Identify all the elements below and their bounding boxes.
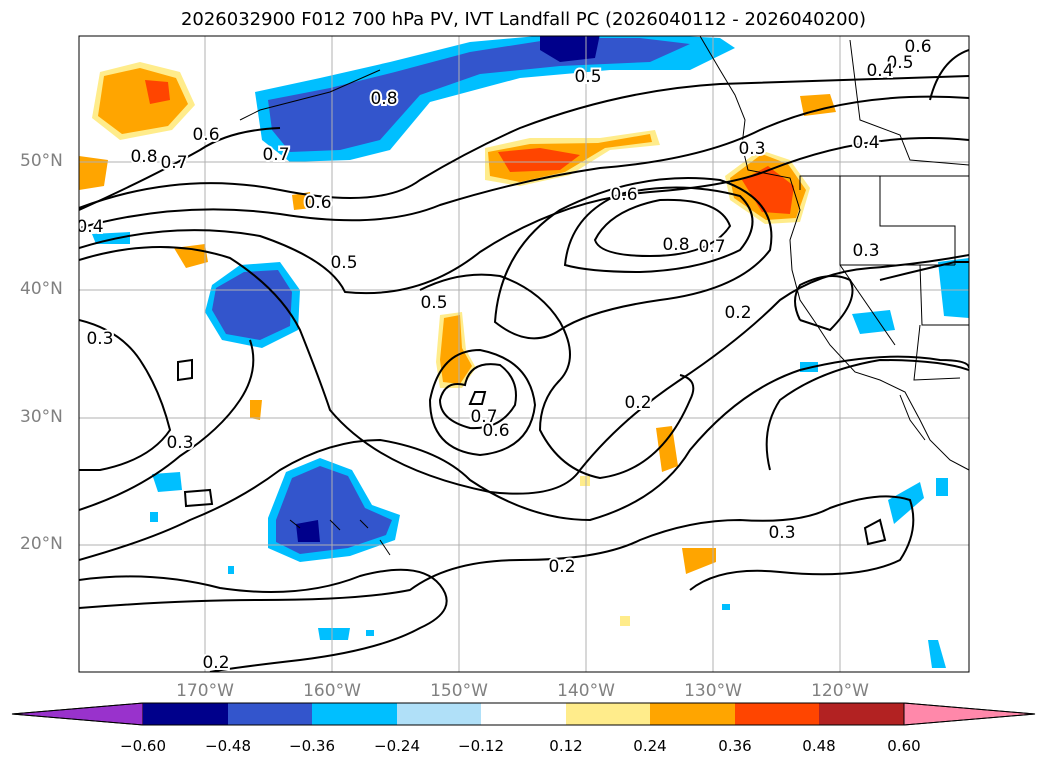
contour-label: 0.3 xyxy=(166,433,193,453)
colorbar-tick-label: −0.12 xyxy=(458,737,504,755)
contour-label: 0.7 xyxy=(470,407,497,427)
contour-label: 0.8 xyxy=(130,147,157,167)
contour-labels: 0.6 0.5 0.4 0.5 0.8 0.6 0.7 0.8 0.7 0.4 … xyxy=(76,36,934,673)
colorbar-segment xyxy=(143,703,228,725)
contour-label: 0.3 xyxy=(738,139,765,159)
colorbar-tick-label: 0.36 xyxy=(718,737,752,755)
contour-label: 0.5 xyxy=(886,53,913,73)
colorbar-tick-label: 0.48 xyxy=(802,737,836,755)
map-frame xyxy=(78,35,970,673)
colorbar-tick-label: −0.60 xyxy=(120,737,166,755)
lat-label-30n: 30°N xyxy=(20,407,63,427)
contour-label: 0.3 xyxy=(852,241,879,261)
lat-label-50n: 50°N xyxy=(20,151,63,171)
colorbar-tick-label: 0.12 xyxy=(549,737,583,755)
contour-label: 0.2 xyxy=(624,393,651,413)
lat-label-20n: 20°N xyxy=(20,534,63,554)
contour-label: 0.2 xyxy=(548,557,575,577)
colorbar-tick-label: 0.24 xyxy=(633,737,667,755)
contour-label: 0.5 xyxy=(420,293,447,313)
contour-label: 0.8 xyxy=(370,89,397,109)
contour-label: 0.2 xyxy=(202,653,229,673)
contour-label: 0.6 xyxy=(304,193,331,213)
pv-contours xyxy=(79,49,969,672)
colorbar-segment xyxy=(312,703,397,725)
lon-label-120w: 120°W xyxy=(811,681,869,701)
contour-label: 0.5 xyxy=(574,67,601,87)
lon-label-150w: 150°W xyxy=(430,681,488,701)
contour-label: 0.6 xyxy=(904,37,931,57)
contour-label: 0.6 xyxy=(610,185,637,205)
colorbar xyxy=(11,702,1036,726)
contour-label: 0.7 xyxy=(698,237,725,257)
contour-label: 0.7 xyxy=(160,153,187,173)
colorbar-segment xyxy=(397,703,481,725)
colorbar-segment xyxy=(566,703,650,725)
colorbar-segment xyxy=(735,703,819,725)
graticule xyxy=(79,36,969,672)
lat-label-40n: 40°N xyxy=(20,279,63,299)
contour-label: 0.3 xyxy=(86,329,113,349)
contour-label: 0.6 xyxy=(192,125,219,145)
contour-label: 0.8 xyxy=(662,235,689,255)
colorbar-outline xyxy=(11,702,1036,726)
colorbar-tick-label: −0.36 xyxy=(289,737,335,755)
colorbar-tick-label: 0.60 xyxy=(887,737,921,755)
map-title: 2026032900 F012 700 hPa PV, IVT Landfall… xyxy=(180,9,867,30)
contour-label: 0.2 xyxy=(724,303,751,323)
colorbar-tick-label: −0.48 xyxy=(205,737,251,755)
colorbar-segment xyxy=(481,703,566,725)
lon-label-170w: 170°W xyxy=(176,681,234,701)
lon-label-130w: 130°W xyxy=(684,681,742,701)
contour-label: 0.4 xyxy=(866,61,893,81)
contour-label: 0.6 xyxy=(482,421,509,441)
contour-label: 0.4 xyxy=(852,133,879,153)
contour-label: 0.3 xyxy=(768,523,795,543)
colorbar-extend-high xyxy=(903,702,1036,726)
contour-label: 0.5 xyxy=(330,253,357,273)
colorbar-segment xyxy=(228,703,312,725)
colorbar-segment xyxy=(819,703,904,725)
coastlines xyxy=(239,36,969,556)
colorbar-extend-low xyxy=(11,702,144,726)
colorbar-segment xyxy=(650,703,735,725)
contour-label: 0.4 xyxy=(76,217,103,237)
lon-label-140w: 140°W xyxy=(557,681,615,701)
lon-label-160w: 160°W xyxy=(303,681,361,701)
contour-label: 0.7 xyxy=(262,145,289,165)
colorbar-tick-label: −0.24 xyxy=(374,737,420,755)
